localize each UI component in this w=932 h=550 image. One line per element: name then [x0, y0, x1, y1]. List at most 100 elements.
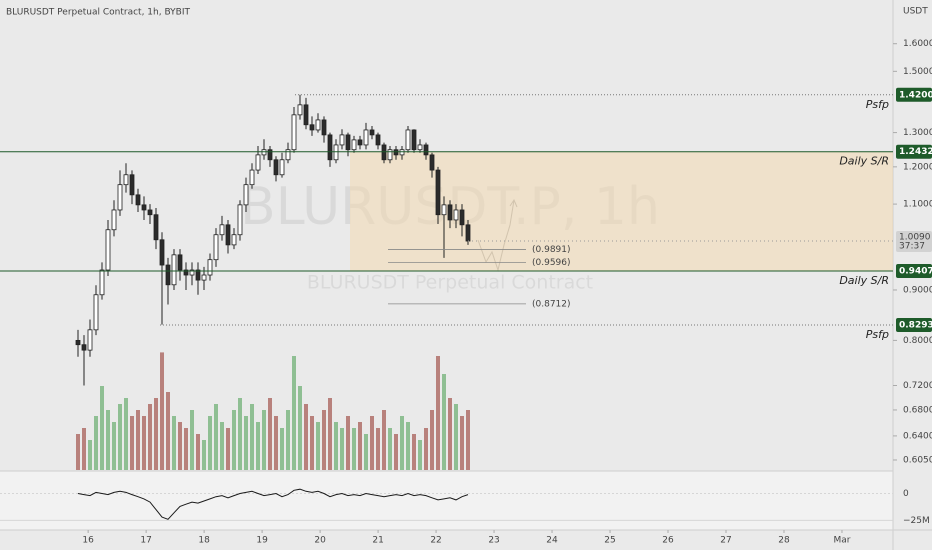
- candle-body: [297, 104, 303, 116]
- volume-bar: [214, 404, 218, 470]
- price-label: 1.4200: [899, 90, 932, 100]
- candle-body: [327, 134, 333, 161]
- candle-body: [81, 344, 87, 351]
- candle-body: [291, 114, 297, 151]
- candle-body: [75, 339, 81, 346]
- candle-body: [465, 224, 471, 242]
- price-label-box: [896, 87, 932, 102]
- volume-bar: [424, 428, 428, 470]
- candle-body: [111, 209, 117, 231]
- candle-body: [405, 129, 411, 151]
- y-tick-label: 0.6050: [903, 455, 932, 465]
- candle-body: [255, 154, 261, 171]
- volume-bar: [292, 356, 296, 470]
- candle-body: [375, 134, 381, 146]
- volume-bar: [412, 434, 416, 470]
- volume-bar: [76, 434, 80, 470]
- volume-bar: [250, 404, 254, 470]
- candle-body: [249, 169, 255, 186]
- candle-body: [201, 274, 207, 281]
- indicator-line: [77, 488, 469, 520]
- volume-bar: [388, 428, 392, 470]
- volume-bar: [328, 398, 332, 470]
- candle-body: [441, 204, 447, 216]
- volume-bar: [430, 410, 434, 470]
- volume-bar: [112, 422, 116, 470]
- candle-body: [423, 144, 429, 156]
- volume-bar: [352, 428, 356, 470]
- candle-body: [129, 174, 135, 196]
- volume-bar: [340, 428, 344, 470]
- volume-bar: [160, 352, 164, 470]
- candle-body: [393, 149, 399, 156]
- y-tick-label: 0.6400: [903, 431, 932, 441]
- price-label-box: [896, 144, 932, 159]
- candle-body: [123, 174, 129, 186]
- volume-bar: [172, 416, 176, 470]
- volume-bar: [286, 410, 290, 470]
- volume-bar: [226, 428, 230, 470]
- candle-body: [87, 329, 93, 351]
- x-tick-label: 22: [430, 536, 441, 546]
- volume-bar: [88, 440, 92, 470]
- volume-bar: [130, 416, 134, 470]
- level-text: Psfp: [866, 98, 889, 111]
- level-text: Psfp: [866, 328, 889, 341]
- candle-body: [411, 129, 417, 151]
- candle-body: [369, 129, 375, 136]
- indicator-pane: [0, 471, 893, 530]
- y-tick-label: 0.6800: [903, 405, 932, 415]
- candle-body: [459, 209, 465, 226]
- candle-body: [429, 154, 435, 171]
- volume-bar: [142, 416, 146, 470]
- volume-bar: [178, 422, 182, 470]
- candle-body: [231, 234, 237, 246]
- candle-body: [237, 204, 243, 236]
- x-tick-label: 21: [372, 536, 383, 546]
- volume-bar: [364, 434, 368, 470]
- candle-body: [447, 204, 453, 221]
- candle-body: [261, 149, 267, 156]
- fib-label: (0.9596): [532, 258, 571, 268]
- x-tick-label: 24: [546, 536, 558, 546]
- x-tick-label: 19: [256, 536, 268, 546]
- candle-body: [177, 254, 183, 271]
- candle-body: [435, 169, 441, 216]
- volume-bar: [190, 410, 194, 470]
- candle-body: [183, 269, 189, 276]
- volume-bar: [124, 398, 128, 470]
- indicator-tick-label: 0: [903, 489, 909, 499]
- candle-body: [273, 159, 279, 176]
- chart-title: BLURUSDT Perpetual Contract, 1h, BYBIT: [6, 8, 190, 18]
- x-tick-label: 25: [604, 536, 615, 546]
- sr-zone: [350, 151, 893, 272]
- volume-bar: [238, 398, 242, 470]
- volume-bar: [436, 356, 440, 470]
- volume-bar: [166, 392, 170, 470]
- volume-bar: [184, 428, 188, 470]
- candle-body: [417, 144, 423, 151]
- volume-bar: [448, 398, 452, 470]
- volume-bar: [148, 404, 152, 470]
- candle-body: [315, 119, 321, 131]
- volume-bar: [322, 410, 326, 470]
- price-label-box: [896, 264, 932, 279]
- volume-bar: [466, 410, 470, 470]
- y-tick-label: 1.3000: [903, 128, 932, 138]
- volume-bar: [454, 404, 458, 470]
- y-tick-label: 0.9000: [903, 285, 932, 295]
- volume-bar: [136, 410, 140, 470]
- watermark-sub: BLURUSDT Perpetual Contract: [307, 272, 593, 294]
- volume-bar: [94, 416, 98, 470]
- candle-body: [339, 134, 345, 146]
- candle-body: [399, 149, 405, 156]
- candle-body: [303, 104, 309, 126]
- candle-body: [267, 149, 273, 161]
- volume-bar: [316, 422, 320, 470]
- x-tick-label: 17: [140, 536, 151, 546]
- candle-body: [381, 144, 387, 161]
- candle-body: [285, 149, 291, 161]
- volume-bar: [370, 416, 374, 470]
- candle-body: [321, 119, 327, 136]
- volume-bar: [358, 422, 362, 470]
